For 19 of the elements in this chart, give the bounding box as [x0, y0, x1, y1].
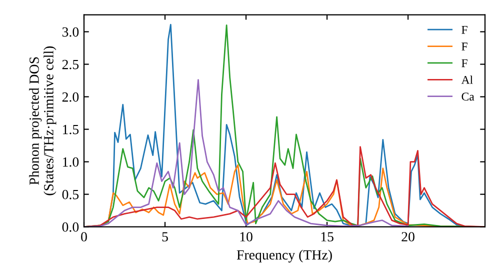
x-tick-label: 10	[240, 232, 252, 242]
y-tick-label: 2.0	[62, 92, 79, 102]
x-tick-label: 5	[162, 232, 168, 242]
y-axis-title: Phonon projected DOS (States/THz·primitive cell)	[29, 46, 56, 196]
legend-label: Al	[461, 76, 473, 84]
y-tick-label: 1.0	[63, 157, 79, 167]
legend-label: F	[462, 26, 468, 34]
y-tick-label: 0.5	[62, 190, 79, 200]
x-axis-title: Frequency (THz)	[236, 250, 332, 262]
y-tick-label: 3.0	[62, 27, 79, 37]
legend-label: F	[462, 59, 468, 68]
y-tick-label: 2.5	[62, 60, 79, 70]
y-tick-label: 0.0	[62, 222, 79, 232]
y-tick-label: 1.5	[63, 124, 79, 134]
x-tick-label: 20	[402, 232, 414, 242]
x-tick-label: 15	[321, 232, 334, 242]
legend-label: Ca	[462, 92, 474, 101]
x-tick-label: 0	[81, 232, 87, 242]
legend-label: F	[462, 42, 468, 50]
